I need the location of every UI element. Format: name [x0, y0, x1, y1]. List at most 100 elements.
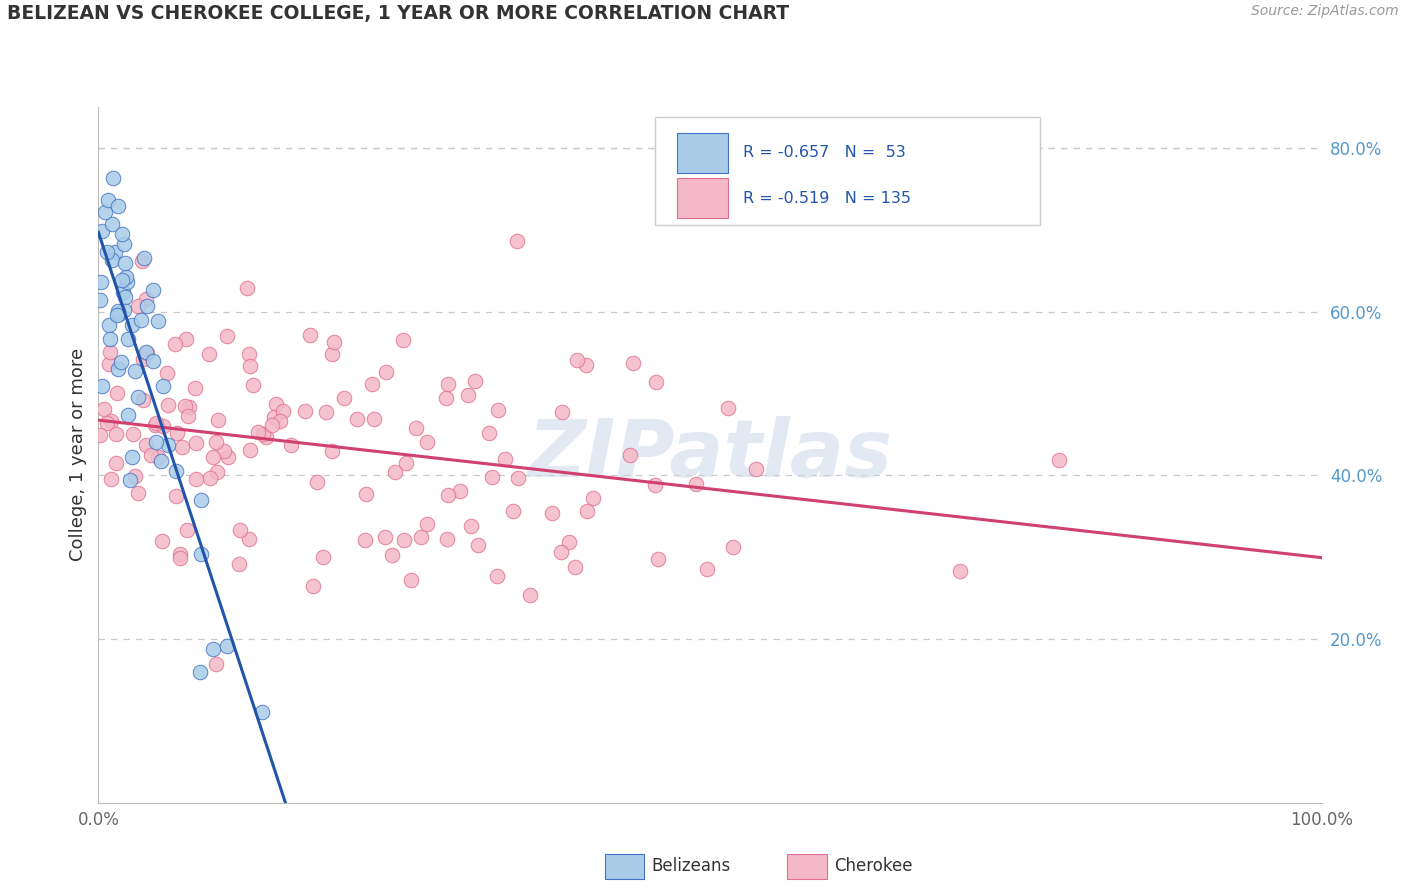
Point [685, 477, 707, 491]
Point [166, 425, 188, 440]
Point [262, 417, 284, 432]
Point [204, 657, 226, 671]
Point [409, 529, 432, 543]
Point [97, 193, 120, 207]
Point [721, 540, 744, 554]
Point [117, 332, 139, 346]
Point [103, 245, 125, 260]
Point [190, 547, 212, 561]
Point [312, 550, 335, 565]
Point [111, 273, 134, 287]
Point [124, 469, 146, 483]
Point [558, 535, 581, 549]
Point [146, 314, 169, 328]
Point [145, 435, 167, 450]
Point [135, 345, 157, 359]
Point [98, 332, 121, 346]
Point [132, 392, 155, 407]
Point [647, 552, 669, 566]
Point [395, 456, 418, 470]
Point [242, 378, 264, 392]
Point [96, 244, 118, 259]
Point [97, 318, 120, 333]
Point [152, 378, 174, 392]
FancyBboxPatch shape [678, 178, 728, 219]
Point [107, 362, 129, 376]
Point [392, 533, 415, 548]
Point [481, 469, 503, 483]
Point [550, 545, 572, 559]
Point [107, 304, 129, 318]
Point [105, 308, 128, 322]
Point [321, 347, 343, 361]
Point [239, 443, 262, 458]
Text: R = -0.657   N =  53: R = -0.657 N = 53 [742, 145, 905, 161]
Point [246, 425, 269, 440]
Point [127, 390, 149, 404]
Point [205, 434, 228, 449]
Point [201, 450, 224, 464]
Point [449, 483, 471, 498]
Point [132, 351, 155, 366]
Point [374, 530, 396, 544]
Point [212, 443, 235, 458]
Point [156, 366, 179, 380]
Text: R = -0.519   N = 135: R = -0.519 N = 135 [742, 191, 911, 206]
Point [115, 270, 138, 285]
Point [122, 426, 145, 441]
Text: Belizeans: Belizeans [651, 857, 730, 875]
Point [127, 486, 149, 500]
Point [717, 401, 740, 415]
Point [186, 435, 208, 450]
Point [157, 438, 180, 452]
Point [437, 488, 460, 502]
Point [619, 448, 641, 462]
Point [156, 398, 179, 412]
Point [415, 435, 437, 450]
Point [117, 408, 139, 422]
Point [460, 518, 482, 533]
Point [464, 374, 486, 388]
Point [551, 404, 574, 418]
Point [105, 386, 128, 401]
Point [90, 224, 112, 238]
Point [363, 412, 385, 426]
Point [238, 532, 260, 546]
Point [229, 524, 252, 538]
Point [93, 401, 115, 416]
Point [176, 333, 198, 347]
Point [564, 560, 586, 574]
Text: BELIZEAN VS CHEROKEE COLLEGE, 1 YEAR OR MORE CORRELATION CHART: BELIZEAN VS CHEROKEE COLLEGE, 1 YEAR OR … [7, 4, 789, 23]
Point [436, 391, 458, 405]
Point [263, 410, 285, 425]
Point [217, 450, 239, 465]
Point [169, 550, 191, 565]
Point [124, 364, 146, 378]
Point [457, 388, 479, 402]
Point [416, 516, 439, 531]
Point [143, 418, 166, 433]
Point [98, 345, 121, 359]
Point [502, 504, 524, 518]
Point [177, 401, 200, 415]
Point [131, 253, 153, 268]
Point [621, 355, 644, 369]
Point [205, 465, 228, 479]
Point [131, 312, 153, 326]
Point [478, 426, 501, 441]
Point [134, 251, 156, 265]
FancyBboxPatch shape [655, 118, 1040, 226]
Point [254, 430, 277, 444]
Point [89, 293, 111, 307]
Point [105, 457, 128, 471]
Point [333, 392, 356, 406]
Point [486, 568, 509, 582]
Point [127, 300, 149, 314]
Point [135, 346, 157, 360]
Point [190, 493, 212, 508]
Point [169, 547, 191, 561]
Point [486, 402, 509, 417]
Point [280, 438, 302, 452]
Point [235, 281, 257, 295]
Point [188, 665, 211, 680]
